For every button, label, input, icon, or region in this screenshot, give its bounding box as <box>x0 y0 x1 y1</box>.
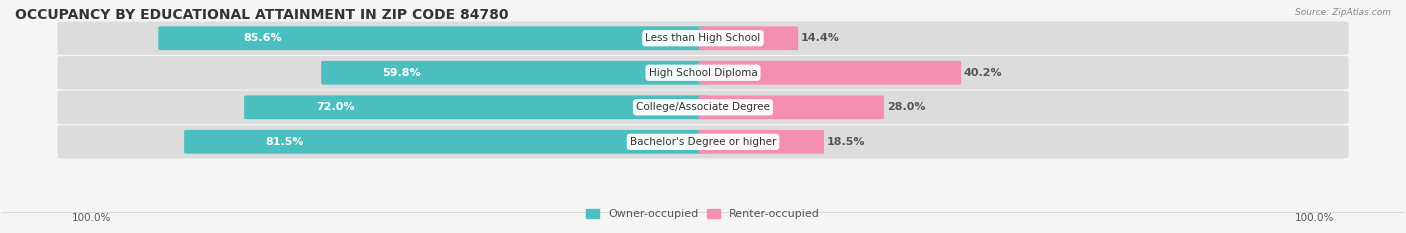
FancyBboxPatch shape <box>699 95 884 119</box>
Text: College/Associate Degree: College/Associate Degree <box>636 102 770 112</box>
Text: 85.6%: 85.6% <box>243 33 283 43</box>
FancyBboxPatch shape <box>58 21 1348 55</box>
Legend: Owner-occupied, Renter-occupied: Owner-occupied, Renter-occupied <box>581 205 825 224</box>
FancyBboxPatch shape <box>184 130 707 154</box>
Text: 81.5%: 81.5% <box>266 137 304 147</box>
FancyBboxPatch shape <box>321 61 707 85</box>
FancyBboxPatch shape <box>58 56 1348 89</box>
FancyBboxPatch shape <box>58 125 1348 158</box>
FancyBboxPatch shape <box>245 95 707 119</box>
Text: Less than High School: Less than High School <box>645 33 761 43</box>
Text: 100.0%: 100.0% <box>1295 213 1334 223</box>
Text: 72.0%: 72.0% <box>316 102 356 112</box>
Text: Source: ZipAtlas.com: Source: ZipAtlas.com <box>1295 8 1391 17</box>
Text: OCCUPANCY BY EDUCATIONAL ATTAINMENT IN ZIP CODE 84780: OCCUPANCY BY EDUCATIONAL ATTAINMENT IN Z… <box>15 8 509 22</box>
Text: High School Diploma: High School Diploma <box>648 68 758 78</box>
FancyBboxPatch shape <box>159 26 707 50</box>
FancyBboxPatch shape <box>58 91 1348 124</box>
FancyBboxPatch shape <box>699 26 799 50</box>
FancyBboxPatch shape <box>699 130 824 154</box>
Text: 14.4%: 14.4% <box>801 33 839 43</box>
Text: 40.2%: 40.2% <box>965 68 1002 78</box>
Text: 59.8%: 59.8% <box>382 68 420 78</box>
Text: 28.0%: 28.0% <box>887 102 925 112</box>
FancyBboxPatch shape <box>699 61 962 85</box>
Text: 100.0%: 100.0% <box>72 213 111 223</box>
Text: 18.5%: 18.5% <box>827 137 865 147</box>
Text: Bachelor's Degree or higher: Bachelor's Degree or higher <box>630 137 776 147</box>
